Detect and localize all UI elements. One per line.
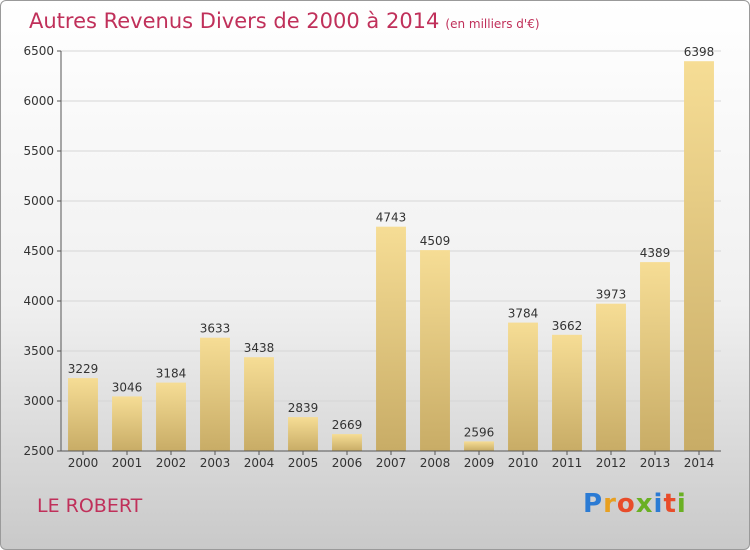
bar [684,61,714,451]
bar [464,441,494,451]
bar-value-label: 3438 [244,341,275,355]
bar [332,434,362,451]
bars: 3229 3046 3184 3633 3438 2839 2669 4743 4509 2596… [68,45,715,451]
chart-title: Autres Revenus Divers de 2000 à 2014 (en … [29,9,540,33]
y-tick-label: 4000 [23,294,54,308]
bar [376,226,406,451]
logo-letter: x [635,489,654,519]
y-tick-label: 3000 [23,394,54,408]
y-tick-label: 6000 [23,94,54,108]
x-tick-label: 2002 [156,456,187,470]
y-tick-label: 3500 [23,344,54,358]
bar-value-label: 4389 [640,246,671,260]
x-tick-label: 2000 [68,456,99,470]
bar-value-label: 2839 [288,401,319,415]
y-tick-label: 2500 [23,444,54,458]
logo-letter: P [583,489,604,519]
x-tick-label: 2008 [420,456,451,470]
bar [200,337,230,451]
bar [508,322,538,451]
bar-value-label: 3784 [508,307,539,321]
x-tick-label: 2011 [552,456,583,470]
logo-letter: i [676,489,687,519]
bar [112,396,142,451]
logo-letter: o [616,489,636,519]
x-tick-label: 2006 [332,456,363,470]
bar [640,262,670,451]
x-tick-label: 2010 [508,456,539,470]
bar-value-label: 3046 [112,380,143,394]
bar [156,382,186,451]
x-tick-label: 2009 [464,456,495,470]
bar [68,378,98,451]
bar [244,357,274,451]
place-name: LE ROBERT [37,495,143,517]
x-tick-label: 2007 [376,456,407,470]
bar-value-label: 3184 [156,367,187,381]
logo-letter: i [653,489,664,519]
y-tick-label: 4500 [23,244,54,258]
bar-value-label: 4743 [376,211,407,225]
logo-letter: t [663,489,677,519]
y-tick-label: 5000 [23,194,54,208]
chart-subtitle: (en milliers d'€) [445,17,540,31]
x-tick-label: 2014 [684,456,715,470]
bar-value-label: 6398 [684,45,715,59]
bar [288,417,318,451]
x-tick-label: 2005 [288,456,319,470]
axes: 2500 3000 3500 4000 4500 5000 5500 6000 6500 2000… [23,44,721,470]
bar-value-label: 3633 [200,322,231,336]
bar-value-label: 2669 [332,418,363,432]
x-tick-label: 2001 [112,456,143,470]
bar [596,303,626,451]
x-tick-label: 2013 [640,456,671,470]
logo-letter: r [603,489,617,519]
x-tick-label: 2004 [244,456,275,470]
bar-value-label: 3229 [68,362,99,376]
bar-value-label: 4509 [420,234,451,248]
bar-value-label: 3662 [552,319,583,333]
chart-title-text: Autres Revenus Divers de 2000 à 2014 [29,9,440,33]
bar-value-label: 3973 [596,288,627,302]
proxiti-logo: Proxiti [583,489,687,519]
bar [552,334,582,451]
x-tick-label: 2012 [596,456,627,470]
y-tick-label: 5500 [23,144,54,158]
y-tick-label: 6500 [23,44,54,58]
bar [420,250,450,451]
bar-value-label: 2596 [464,425,495,439]
x-tick-label: 2003 [200,456,231,470]
